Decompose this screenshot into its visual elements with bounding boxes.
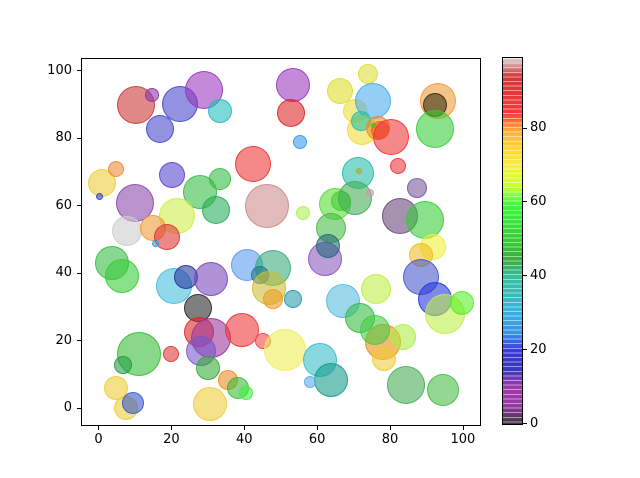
y-tick-mark xyxy=(77,70,81,72)
colorbar-tick-mark xyxy=(523,275,527,277)
y-tick-label: 80 xyxy=(55,130,72,146)
scatter-bubble xyxy=(224,313,259,348)
colorbar-tick-mark xyxy=(523,349,527,351)
scatter-bubble xyxy=(365,188,374,197)
x-tick-mark xyxy=(98,425,100,430)
colorbar-tick-label: 60 xyxy=(530,193,547,209)
scatter-bubble xyxy=(358,63,379,84)
colorbar-tick-label: 0 xyxy=(530,415,539,431)
scatter-bubble xyxy=(406,178,427,199)
scatter-bubble xyxy=(158,161,185,188)
scatter-bubble xyxy=(387,366,426,405)
scatter-bubble xyxy=(207,98,232,123)
scatter-bubble xyxy=(95,192,103,200)
colorbar-tick-mark xyxy=(523,201,527,203)
scatter-bubble xyxy=(163,345,180,362)
scatter-bubble xyxy=(295,206,310,221)
colorbar-tick-mark xyxy=(523,423,527,424)
scatter-bubble xyxy=(122,391,145,414)
y-tick-mark xyxy=(77,137,81,139)
y-tick-mark xyxy=(77,340,81,342)
scatter-bubble xyxy=(202,195,231,224)
scatter-bubble xyxy=(372,119,409,156)
scatter-bubble xyxy=(303,375,316,388)
y-tick-label: 0 xyxy=(63,400,72,416)
scatter-bubble xyxy=(262,289,283,310)
scatter-bubble xyxy=(405,200,444,239)
x-tick-mark xyxy=(244,425,246,430)
x-tick-mark xyxy=(389,425,391,430)
colorbar-tick-label: 40 xyxy=(530,267,547,283)
scatter-bubble xyxy=(145,87,160,102)
x-tick-label: 20 xyxy=(163,431,180,447)
scatter-bubble xyxy=(354,82,391,119)
scatter-bubble xyxy=(283,290,302,309)
colorbar-tick-mark xyxy=(523,127,527,129)
scatter-bubble xyxy=(427,374,460,407)
scatter-bubble xyxy=(415,109,454,148)
y-tick-label: 100 xyxy=(47,62,72,78)
x-tick-label: 80 xyxy=(381,431,399,447)
scatter-bubble xyxy=(372,346,397,371)
scatter-bubble xyxy=(152,239,160,247)
scatter-bubble xyxy=(355,167,362,174)
scatter-bubble xyxy=(276,99,305,128)
y-tick-mark xyxy=(77,407,81,409)
x-tick-label: 100 xyxy=(450,431,476,447)
plot-area xyxy=(81,57,481,426)
x-tick-label: 60 xyxy=(308,431,326,447)
colorbar-stripes-overlay xyxy=(503,58,522,424)
scatter-bubble xyxy=(192,386,227,421)
x-tick-label: 40 xyxy=(235,431,253,447)
scatter-bubble xyxy=(449,290,474,315)
scatter-bubble xyxy=(193,261,228,296)
scatter-bubble xyxy=(264,329,307,372)
scatter-bubble xyxy=(114,355,133,374)
scatter-bubble xyxy=(390,324,417,350)
scatter-bubble xyxy=(360,315,391,346)
colorbar-tick-label: 20 xyxy=(530,341,547,357)
colorbar xyxy=(502,57,523,425)
x-tick-label: 0 xyxy=(94,431,103,447)
scatter-bubble xyxy=(234,146,271,183)
scatter-bubble xyxy=(238,385,253,400)
scatter-bubble xyxy=(112,216,143,247)
scatter-bubble xyxy=(108,161,125,178)
scatter-bubble xyxy=(292,135,307,150)
colorbar-tick-label: 80 xyxy=(530,120,547,136)
scatter-bubble xyxy=(105,259,140,294)
y-tick-label: 20 xyxy=(55,332,72,348)
scatter-bubble xyxy=(315,234,340,259)
x-tick-mark xyxy=(171,425,173,430)
scatter-bubble xyxy=(337,180,372,215)
y-tick-label: 60 xyxy=(55,197,72,213)
scatter-bubble xyxy=(275,68,310,103)
x-tick-mark xyxy=(462,425,464,430)
x-tick-mark xyxy=(317,425,319,430)
scatter-bubble xyxy=(244,184,289,229)
scatter-bubble xyxy=(195,355,220,380)
scatter-bubble xyxy=(361,274,392,305)
y-tick-mark xyxy=(77,272,81,274)
y-tick-label: 40 xyxy=(55,265,72,281)
y-tick-mark xyxy=(77,205,81,207)
scatter-bubble xyxy=(313,363,348,398)
scatter-bubble xyxy=(145,114,174,143)
scatter-bubble xyxy=(390,157,407,174)
